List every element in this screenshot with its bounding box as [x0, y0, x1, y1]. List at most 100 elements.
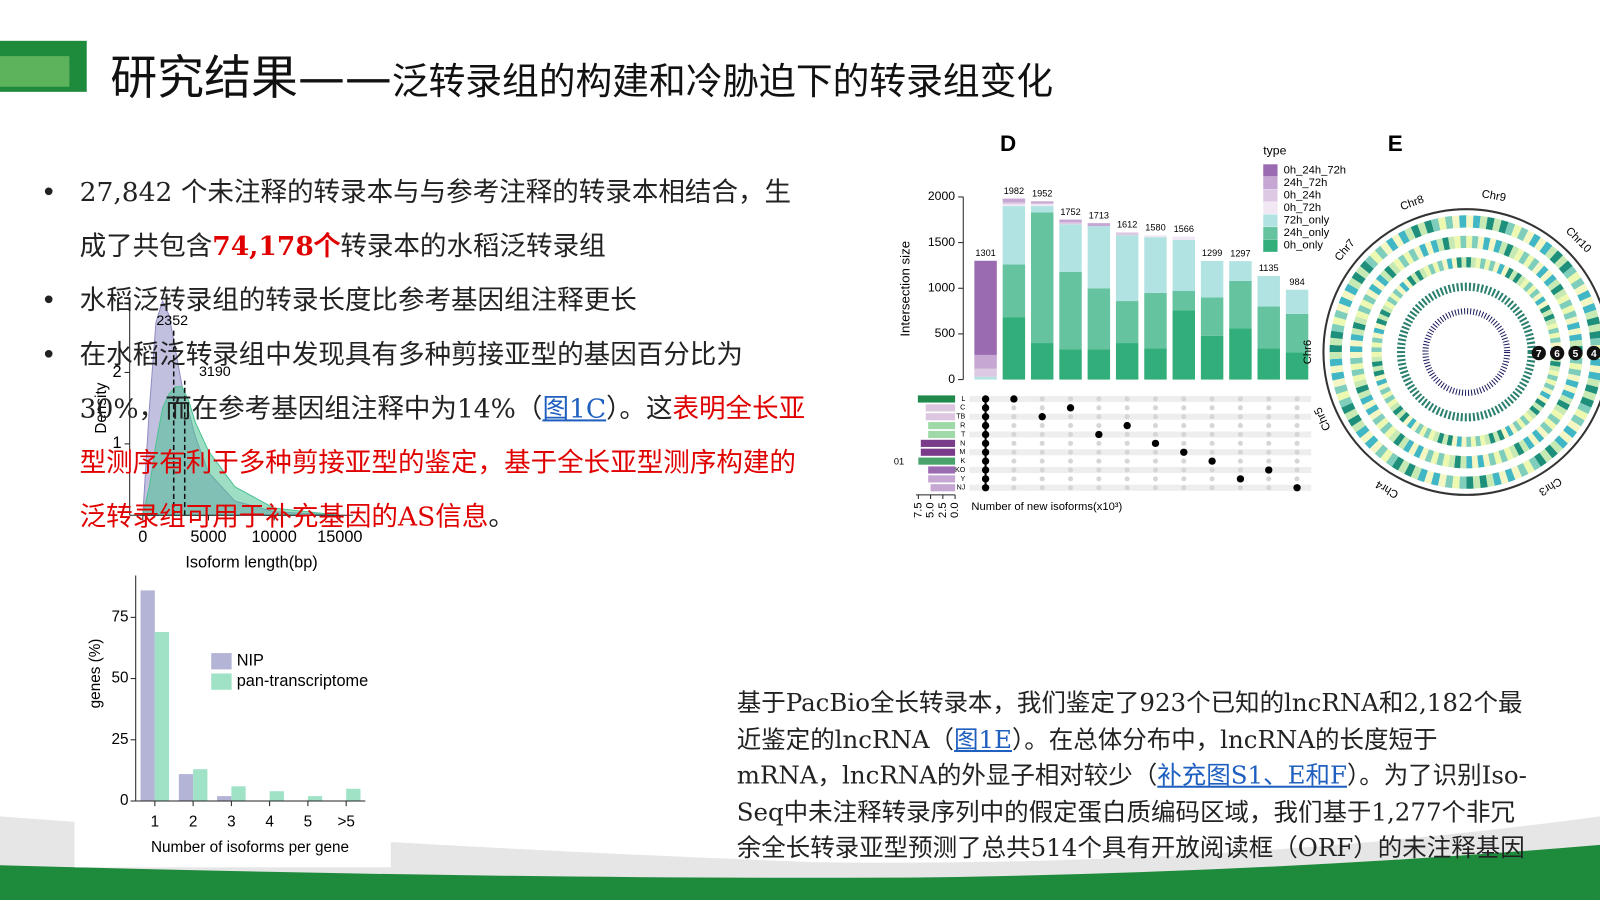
heat-cell	[1410, 224, 1422, 239]
matrix-dot-empty	[1209, 405, 1215, 411]
heat-cell	[1482, 453, 1491, 467]
heat-cell	[1336, 303, 1351, 314]
track-badge	[1531, 345, 1546, 361]
text-run: ）。为了识别Iso-Seq中未注释转录序列中的假定蛋白质编码区域，我们基于1,2…	[736, 761, 1527, 863]
matrix-dot-empty	[1152, 458, 1159, 464]
matrix-dot-empty	[1096, 405, 1102, 411]
legend-swatch	[1263, 164, 1278, 177]
heat-cell	[1379, 269, 1393, 283]
heat-cell	[1479, 216, 1488, 230]
matrix-dot-empty	[1039, 485, 1045, 491]
matrix-dot-empty	[1124, 467, 1130, 473]
matrix-dot-empty	[1237, 467, 1243, 473]
matrix-dot	[1236, 475, 1245, 483]
matrix-dot	[1151, 439, 1160, 448]
heat-cell	[1539, 448, 1553, 463]
heat-cell	[1553, 404, 1568, 416]
matrix-dot	[1180, 448, 1188, 456]
heat-cell	[1347, 414, 1362, 427]
heat-cell	[1417, 221, 1428, 236]
heat-cell	[1532, 292, 1544, 303]
heat-cell	[1544, 245, 1558, 260]
set-label: R	[960, 421, 965, 429]
matrix-row	[969, 440, 1312, 447]
heat-cell	[1527, 257, 1540, 272]
heat-cell	[1508, 245, 1520, 260]
heat-cell	[1570, 414, 1585, 427]
heat-cell	[1547, 413, 1561, 426]
paragraph: 基于PacBio全长转录本，我们鉴定了923个已知的lncRNA和2,182个最…	[737, 686, 1533, 867]
heat-cell	[1441, 433, 1449, 445]
legend-swatch	[211, 673, 232, 690]
heat-cell	[1338, 296, 1353, 308]
matrix-dot-empty	[1237, 440, 1243, 446]
matrix-dot-empty	[1096, 440, 1102, 446]
bar-segment	[1200, 335, 1224, 380]
heat-cell	[1341, 402, 1356, 415]
matrix-dot-empty	[1096, 449, 1102, 455]
text-run: 基于PacBio全长转录本，我们鉴定了923个已知的lncRNA和2,182个最…	[736, 688, 1523, 754]
matrix-dot-empty	[1266, 405, 1272, 411]
heat-cell	[1496, 263, 1505, 275]
heat-cell	[1508, 269, 1519, 282]
link[interactable]: 图1E	[954, 724, 1013, 754]
heat-cell	[1558, 430, 1573, 444]
bar-segment	[1172, 239, 1196, 292]
heat-cell	[1417, 468, 1428, 483]
matrix-dot-empty	[1181, 405, 1187, 411]
heat-cell	[1334, 309, 1348, 320]
heat-cell	[1355, 425, 1370, 439]
heat-cell	[1522, 254, 1535, 268]
link[interactable]: 补充图S1、E和F	[1157, 761, 1347, 790]
heat-cell	[1344, 283, 1359, 296]
text-run: 转录本的水稻泛转录组	[340, 231, 606, 263]
scatter-ring	[1396, 282, 1536, 422]
set-size-bar	[928, 466, 956, 474]
heat-cell	[1519, 278, 1530, 290]
heat-cell	[1479, 474, 1488, 489]
y-tick-label: 75	[112, 608, 129, 625]
matrix-dot	[1010, 395, 1018, 403]
link[interactable]: 图1C	[542, 393, 607, 425]
text-run: ）。在总体分布中，lncRNA的长度短于mRNA，lncRNA的外显子相对较少（	[736, 724, 1438, 790]
heat-cell	[1590, 337, 1600, 346]
matrix-dot-empty	[1294, 431, 1300, 438]
matrix-dot-empty	[1294, 396, 1300, 402]
text-run: 表明全长亚型测序有利于多种剪接亚型的鉴定，基于全长亚型测序构建的泛转录组可用于补…	[79, 393, 806, 533]
heat-cell	[1404, 227, 1416, 242]
heat-cell	[1492, 472, 1502, 486]
heat-cell	[1561, 304, 1575, 315]
heat-cell	[1419, 243, 1430, 257]
heat-cell	[1498, 219, 1509, 234]
bar-label: 1301	[975, 248, 995, 258]
heat-cell	[1590, 358, 1600, 367]
heat-cell	[1487, 238, 1497, 252]
matrix-dot-empty	[1237, 458, 1243, 464]
bar-segment	[1030, 212, 1054, 344]
bar	[154, 632, 170, 802]
matrix-dot-empty	[1152, 423, 1159, 429]
heat-cell	[1424, 470, 1435, 485]
x-tick-label: 4	[265, 813, 274, 830]
outer-ring	[1322, 208, 1600, 496]
matrix-dot-empty	[1266, 476, 1272, 482]
heat-cell	[1393, 432, 1406, 447]
bar-segment	[1059, 219, 1082, 223]
heat-cell	[1492, 431, 1501, 443]
heat-cell	[1374, 373, 1386, 382]
bar-segment	[1229, 280, 1252, 329]
matrix-row	[969, 422, 1312, 429]
bar-label: 1135	[1259, 263, 1279, 273]
matrix-dot-empty	[1011, 431, 1017, 438]
bar-segment	[974, 368, 997, 377]
heat-cell	[1406, 417, 1417, 429]
matrix-dot-empty	[1011, 458, 1017, 464]
heat-cell	[1395, 284, 1407, 296]
set-size-bar	[920, 439, 956, 447]
heat-cell	[1483, 433, 1491, 445]
heat-cell	[1360, 430, 1374, 444]
heat-cell	[1526, 408, 1537, 420]
heat-cell	[1518, 251, 1530, 265]
heat-cell	[1477, 236, 1485, 250]
